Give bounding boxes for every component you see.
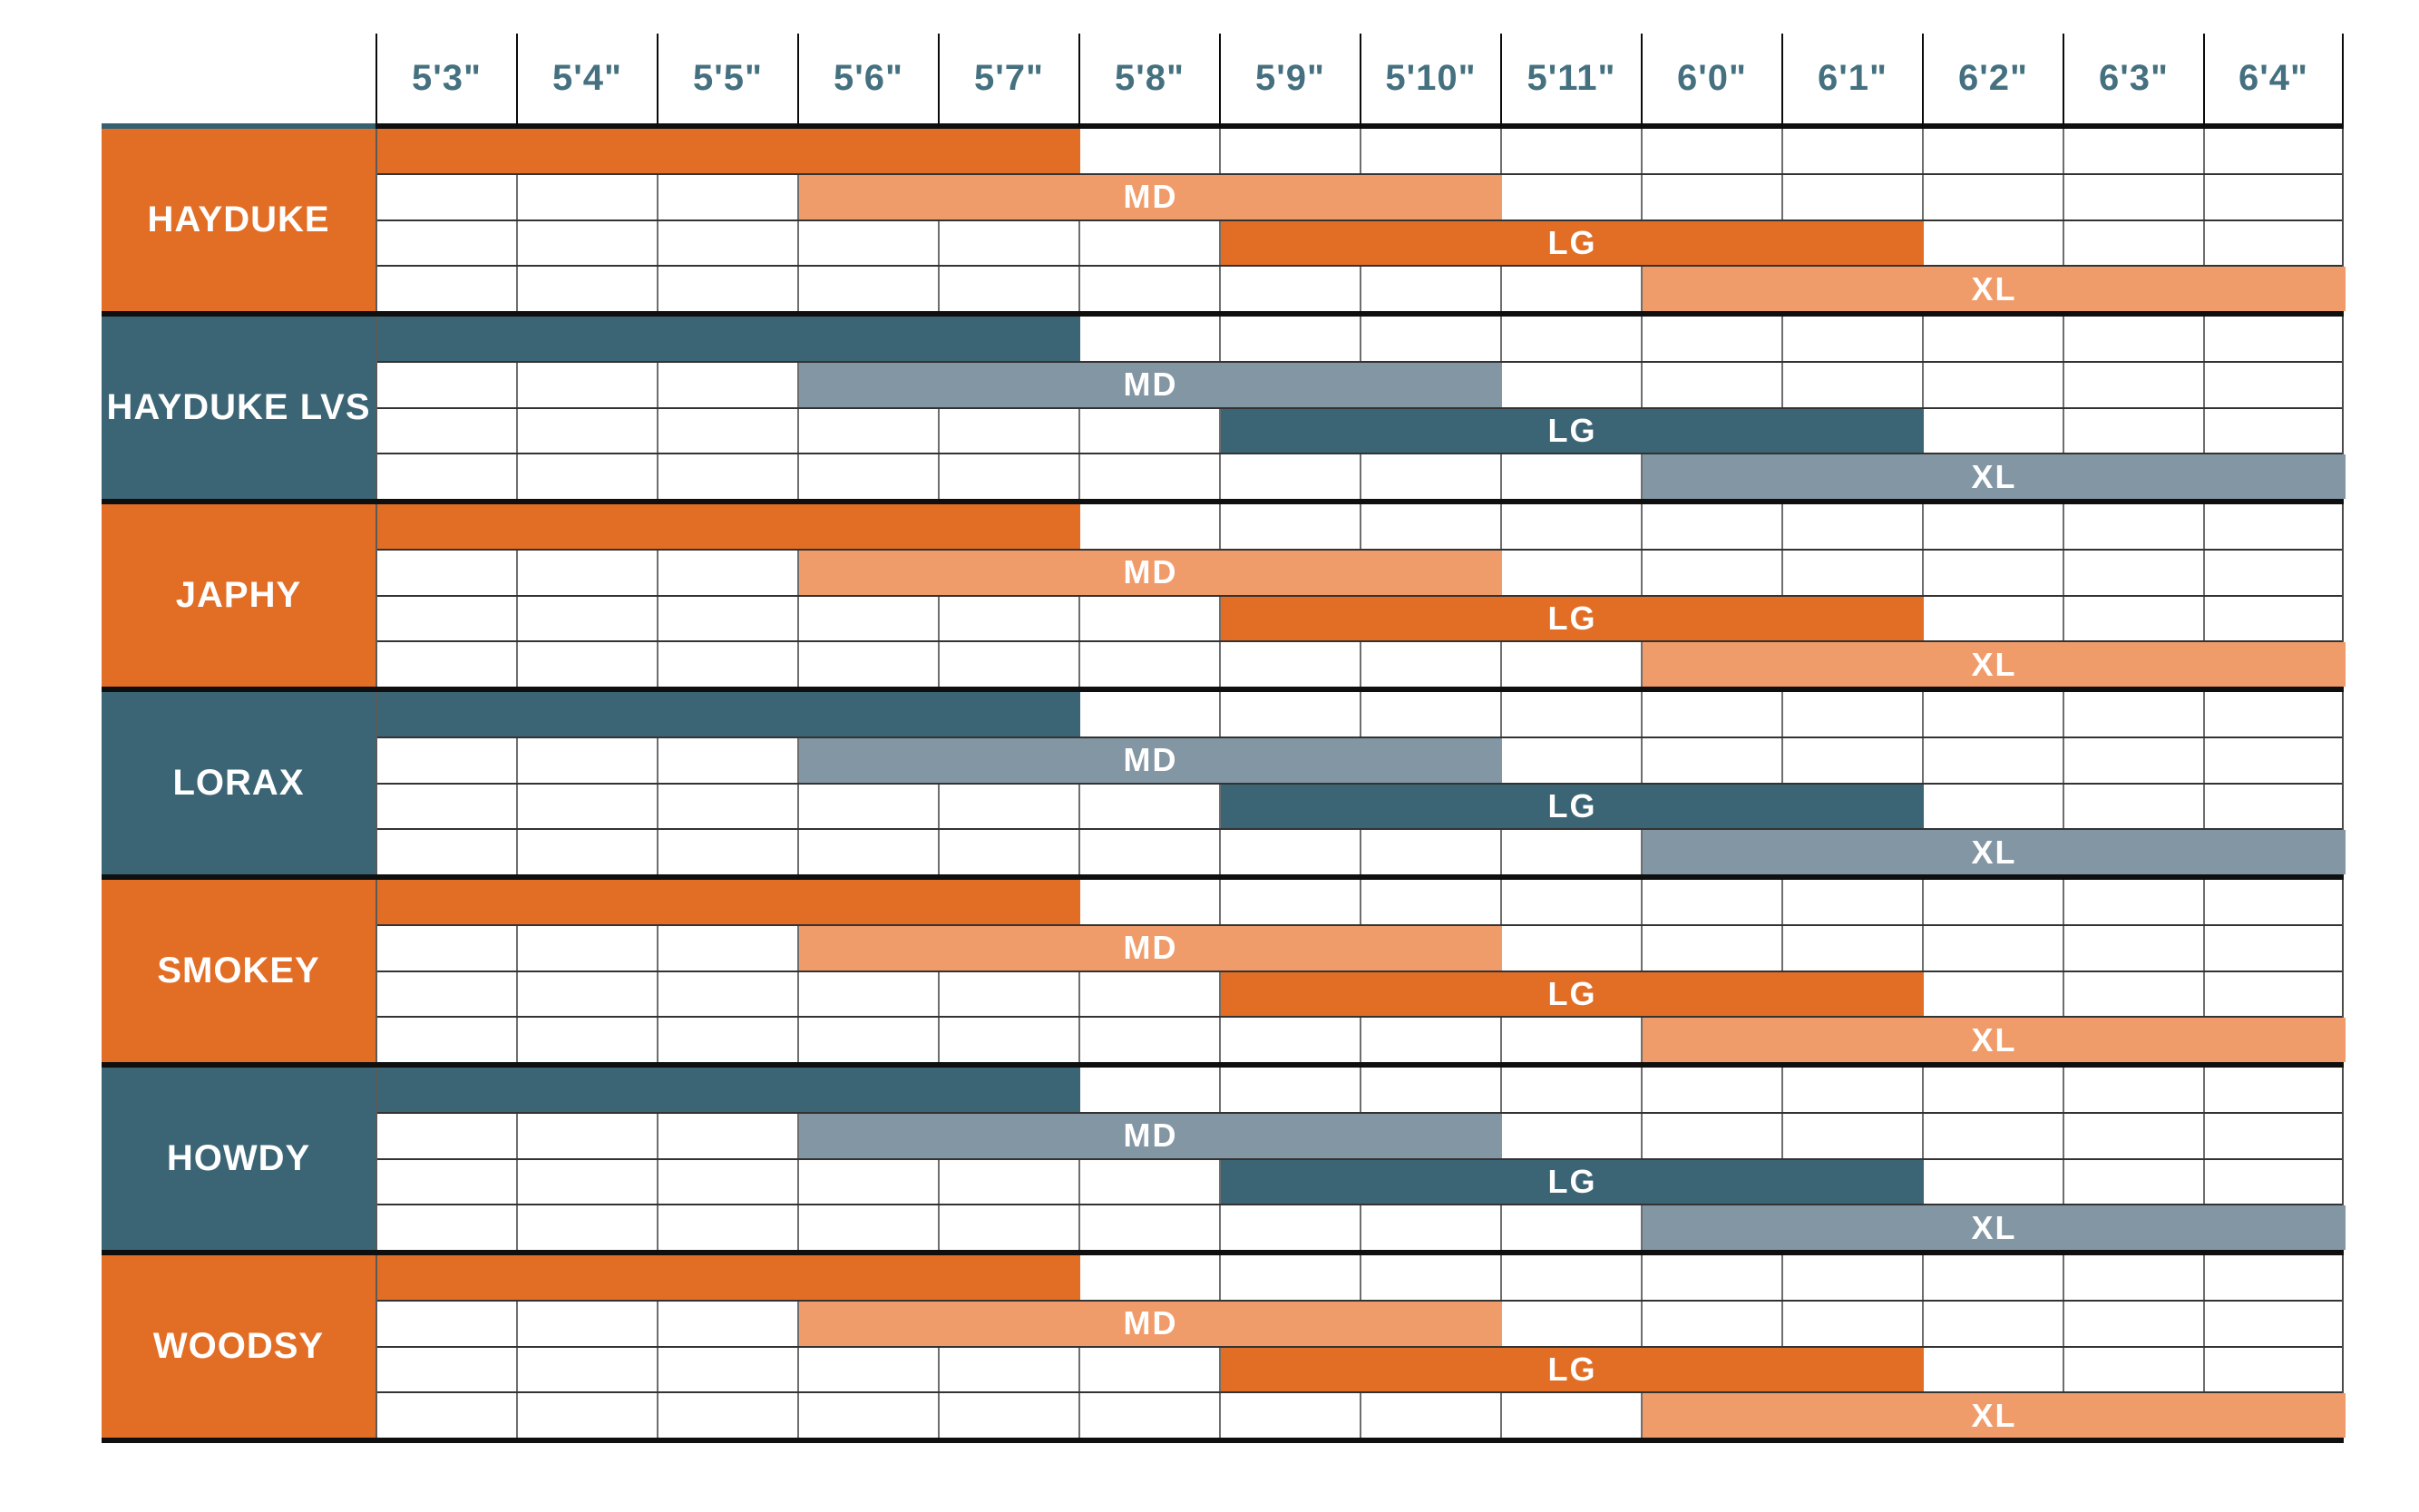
size-range-bar-sm [377, 317, 1080, 361]
size-row-sm [377, 692, 2342, 738]
model-label: JAPHY [102, 504, 376, 687]
size-row-lg: LG [377, 1159, 2342, 1206]
size-range-bar-sm [377, 129, 1080, 173]
size-rows: MD LG XL [376, 504, 2346, 687]
height-header-row: 5'3" 5'4" 5'5" 5'6" 5'7" 5'8" 5'9" 5'10" 5'11" 6'… [102, 34, 2344, 129]
model-block: LORAX MD LG XL [102, 692, 2346, 880]
model-label: LORAX [102, 692, 376, 874]
size-row-lg: LG [377, 408, 2342, 455]
size-range-bar-md: MD [799, 550, 1502, 595]
size-range-bar-md: MD [799, 174, 1502, 219]
height-column-header: 5'5" [657, 34, 797, 129]
model-block: WOODSY MD LG XL [102, 1255, 2346, 1443]
model-label: SMOKEY [102, 880, 376, 1062]
size-table: 5'3" 5'4" 5'5" 5'6" 5'7" 5'8" 5'9" 5'10" 5'11" 6'… [102, 34, 2346, 1443]
size-row-md: MD [377, 1301, 2342, 1348]
size-row-md: MD [377, 550, 2342, 597]
size-range-bar-xl: XL [1643, 642, 2346, 687]
size-range-bar-lg: LG [1221, 408, 1924, 454]
size-range-bar-sm [377, 692, 1080, 736]
size-rows: MD LG XL [376, 692, 2346, 874]
model-block: SMOKEY MD LG XL [102, 880, 2346, 1068]
size-row-md: MD [377, 174, 2342, 221]
size-row-xl: XL [377, 267, 2346, 311]
size-range-bar-sm [377, 1255, 1080, 1300]
height-column-header: 5'11" [1500, 34, 1641, 129]
height-column-header: 6'0" [1641, 34, 1781, 129]
size-rows: MD LG XL [376, 880, 2346, 1062]
size-range-bar-md: MD [799, 1113, 1502, 1158]
size-row-xl: XL [377, 1018, 2346, 1062]
size-row-lg: LG [377, 784, 2342, 831]
model-block: HAYDUKE MD LG XL [102, 129, 2346, 317]
size-row-xl: XL [377, 454, 2346, 499]
header-corner-spacer [102, 34, 376, 129]
model-label: HAYDUKE LVS [102, 317, 376, 499]
size-rows: MD LG XL [376, 317, 2346, 499]
height-column-header: 6'3" [2063, 34, 2203, 129]
size-range-bar-xl: XL [1643, 1205, 2346, 1250]
size-row-sm [377, 504, 2342, 551]
size-range-bar-lg: LG [1221, 1159, 1924, 1205]
size-row-sm [377, 317, 2342, 363]
height-column-header: 5'6" [797, 34, 938, 129]
size-range-bar-sm [377, 504, 1080, 549]
size-range-bar-lg: LG [1221, 220, 1924, 266]
height-column-header: 6'1" [1781, 34, 1922, 129]
size-range-bar-xl: XL [1643, 830, 2346, 874]
model-label: HOWDY [102, 1068, 376, 1250]
size-row-sm [377, 880, 2342, 926]
size-range-bar-xl: XL [1643, 1393, 2346, 1438]
size-row-sm [377, 1068, 2342, 1114]
size-range-bar-sm [377, 1068, 1080, 1112]
height-column-header: 5'10" [1360, 34, 1500, 129]
size-rows: MD LG XL [376, 1255, 2346, 1438]
size-row-xl: XL [377, 1205, 2346, 1250]
size-range-bar-md: MD [799, 1301, 1502, 1346]
height-column-header: 5'9" [1219, 34, 1360, 129]
height-column-header: 6'4" [2203, 34, 2344, 129]
model-blocks: HAYDUKE MD LG XL HAYDUKE LVS MD LG XL JAPHY MD LG X… [102, 129, 2346, 1443]
size-row-xl: XL [377, 1393, 2346, 1438]
size-range-bar-lg: LG [1221, 596, 1924, 641]
size-rows: MD LG XL [376, 1068, 2346, 1250]
size-range-bar-xl: XL [1643, 267, 2346, 311]
size-range-bar-md: MD [799, 925, 1502, 971]
size-range-bar-md: MD [799, 362, 1502, 407]
size-row-xl: XL [377, 642, 2346, 687]
size-row-xl: XL [377, 830, 2346, 874]
model-block: HAYDUKE LVS MD LG XL [102, 317, 2346, 504]
model-label: WOODSY [102, 1255, 376, 1438]
size-range-bar-lg: LG [1221, 971, 1924, 1017]
size-row-lg: LG [377, 1347, 2342, 1394]
size-row-sm [377, 1255, 2342, 1302]
size-range-bar-xl: XL [1643, 1018, 2346, 1062]
size-range-bar-lg: LG [1221, 1347, 1924, 1392]
model-block: JAPHY MD LG XL [102, 504, 2346, 692]
size-row-md: MD [377, 925, 2342, 972]
size-row-lg: LG [377, 596, 2342, 643]
size-range-bar-md: MD [799, 737, 1502, 783]
size-rows: MD LG XL [376, 129, 2346, 311]
size-row-sm [377, 129, 2342, 175]
model-block: HOWDY MD LG XL [102, 1068, 2346, 1255]
size-row-md: MD [377, 1113, 2342, 1160]
height-column-header: 5'8" [1078, 34, 1219, 129]
height-column-header: 5'3" [376, 34, 516, 129]
height-column-header: 5'4" [516, 34, 657, 129]
size-row-md: MD [377, 362, 2342, 409]
model-label: HAYDUKE [102, 129, 376, 311]
size-row-md: MD [377, 737, 2342, 785]
size-row-lg: LG [377, 971, 2342, 1019]
size-range-bar-xl: XL [1643, 454, 2346, 499]
size-range-bar-lg: LG [1221, 784, 1924, 829]
height-column-header: 6'2" [1922, 34, 2063, 129]
size-range-bar-sm [377, 880, 1080, 924]
height-column-header: 5'7" [938, 34, 1078, 129]
size-row-lg: LG [377, 220, 2342, 268]
